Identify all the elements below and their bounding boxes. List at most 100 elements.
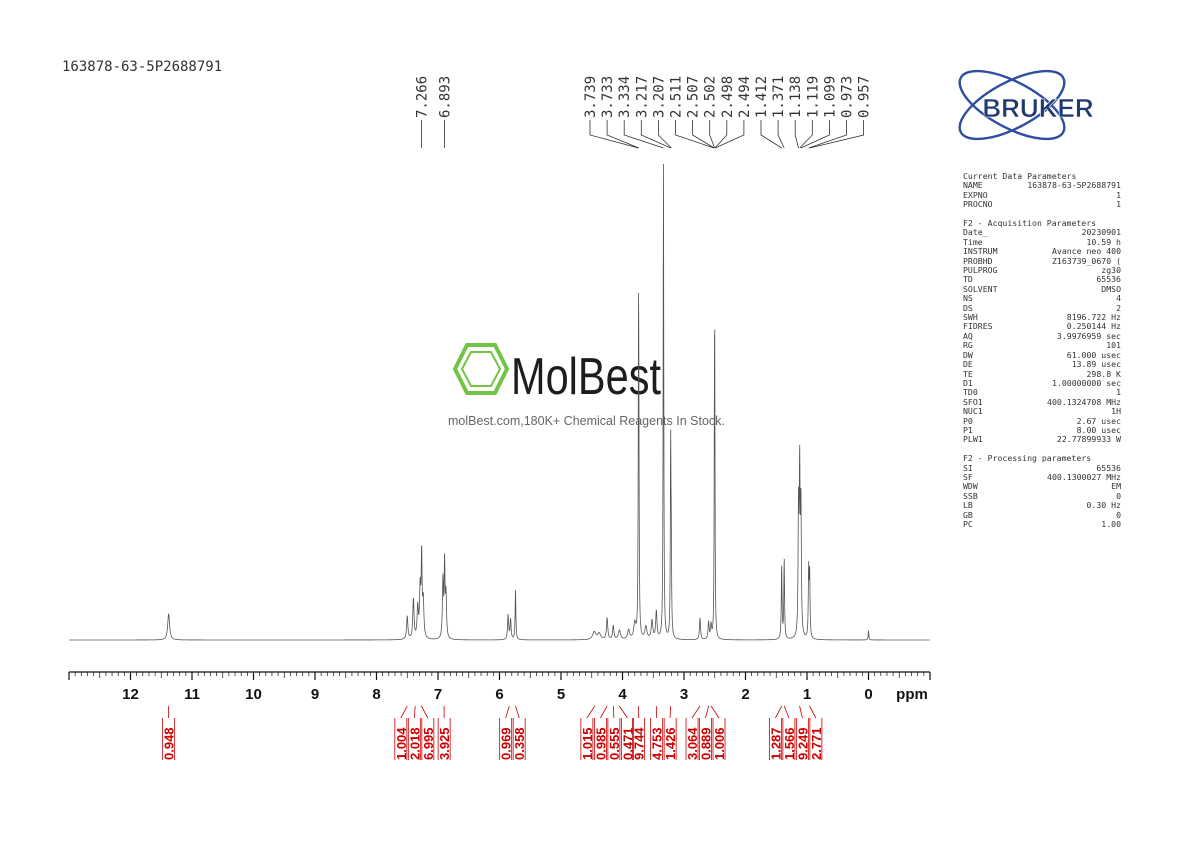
- parameter-key: TE: [963, 368, 973, 379]
- integral-value: 0.471: [620, 727, 635, 760]
- parameter-row: PROCNO 1: [963, 199, 1121, 210]
- parameter-value: 400.1324708 MHz: [1047, 396, 1121, 407]
- acquisition-parameters-panel: Current Data Parameters NAME 163878-63-5P2…: [963, 171, 1121, 529]
- parameter-row: TE 298.8 K: [963, 368, 1121, 379]
- integral-value: 3.064: [685, 727, 700, 760]
- integral-connector: [809, 705, 817, 719]
- parameter-value: 1: [1116, 199, 1121, 210]
- peak-label-connector: [809, 120, 864, 149]
- parameter-value: 10.59 h: [1086, 236, 1121, 247]
- parameter-key: DW: [963, 349, 973, 360]
- parameter-value: 20230901: [1081, 227, 1121, 238]
- integral-value: 9.249: [795, 727, 810, 760]
- peak-label-connector: [800, 120, 830, 149]
- parameter-row: PROBHD Z163739_0670 (: [963, 255, 1121, 266]
- parameter-key: PROBHD: [963, 255, 993, 266]
- axis-tick-label: 6: [495, 686, 503, 703]
- parameter-key: P0: [963, 415, 973, 426]
- parameter-value: 1: [1116, 387, 1121, 398]
- peak-label: 2.494: [737, 76, 753, 118]
- parameter-key: D1: [963, 377, 973, 388]
- integral-value: 3.925: [437, 727, 452, 760]
- parameter-key: WDW: [963, 481, 978, 492]
- peak-label-connector: [709, 120, 715, 149]
- parameter-row: WDW EM: [963, 481, 1121, 492]
- parameter-section-header: F2 - Processing parameters: [963, 453, 1121, 463]
- parameter-key: SOLVENT: [963, 283, 998, 294]
- parameter-row: Date_ 20230901: [963, 227, 1121, 238]
- peak-label-connector: [640, 120, 671, 149]
- axis-tick-label: 1: [803, 686, 811, 703]
- parameter-row: DS 2: [963, 303, 1121, 313]
- integral-connector: [505, 705, 510, 719]
- parameter-value: 101: [1106, 340, 1121, 351]
- integral-connector: [783, 705, 790, 719]
- parameter-row: SFO1 400.1324708 MHz: [963, 396, 1121, 407]
- parameter-value: 1.00: [1101, 519, 1121, 529]
- parameter-row: DW 61.000 usec: [963, 349, 1121, 360]
- parameter-row: SWH 8196.722 Hz: [963, 312, 1121, 323]
- integral-value: 0.948: [162, 727, 177, 760]
- parameter-key: AQ: [963, 330, 973, 341]
- peak-label: 6.893: [438, 76, 454, 118]
- parameter-key: EXPNO: [963, 189, 988, 200]
- peak-labels: 7.266 6.893 3.739 3.733 3.334 3.217 3.207 2.511…: [415, 76, 873, 149]
- parameter-value: 3.9976959 sec: [1056, 330, 1121, 341]
- parameter-row: DE 13.89 usec: [963, 359, 1121, 370]
- peak-label-connector: [714, 120, 728, 149]
- bruker-logo: BRUKER: [958, 69, 1094, 141]
- parameter-key: PROCNO: [963, 199, 993, 210]
- parameter-row: SOLVENT DMSO: [963, 283, 1121, 294]
- parameter-value: Z163739_0670 (: [1051, 255, 1121, 266]
- bruker-logo-text: BRUKER: [982, 93, 1093, 123]
- peak-label: 1.371: [771, 76, 787, 118]
- sample-title: 163878-63-5P2688791: [62, 59, 223, 75]
- parameter-key: SF: [963, 471, 973, 482]
- parameter-key: Time: [963, 236, 983, 247]
- integral-value: 0.555: [607, 727, 622, 760]
- peak-label-connector: [658, 120, 672, 149]
- peak-label: 0.957: [857, 76, 873, 118]
- parameter-value: 4: [1116, 293, 1121, 304]
- integral-connector: [586, 705, 596, 719]
- watermark-tagline: molBest.com,180K+ Chemical Reagents In S…: [448, 414, 725, 428]
- parameter-key: TD: [963, 274, 973, 285]
- peak-label-connector: [714, 120, 745, 149]
- parameter-key: TD0: [963, 387, 978, 398]
- peak-label-connector: [589, 120, 639, 149]
- peak-label-connector: [675, 120, 715, 149]
- parameter-row: TD 65536: [963, 274, 1121, 285]
- parameter-row: PLW1 22.77899933 W: [963, 434, 1121, 444]
- molbest-watermark: MolBest: [452, 343, 661, 406]
- parameter-key: INSTRUM: [963, 246, 998, 257]
- parameter-key: SFO1: [963, 396, 983, 407]
- parameter-row: SI 65536: [963, 463, 1121, 473]
- peak-label: 2.507: [686, 76, 702, 118]
- peak-label: 7.266: [415, 76, 431, 118]
- peak-label-connector: [606, 120, 640, 149]
- integral-value: 2.771: [809, 727, 824, 760]
- integral-value: 2.018: [407, 727, 422, 760]
- parameter-value: 298.8 K: [1086, 368, 1121, 379]
- peak-label-connector: [623, 120, 664, 149]
- axis-tick-label: 9: [311, 686, 319, 703]
- axis-tick-label: 2: [741, 686, 749, 703]
- parameter-key: Current Data Parameters: [963, 171, 1077, 181]
- parameter-row: Time 10.59 h: [963, 236, 1121, 247]
- parameter-section-header: F2 - Acquisition Parameters: [963, 218, 1121, 229]
- parameter-key: DE: [963, 359, 973, 370]
- peak-label-connector: [692, 120, 715, 149]
- parameter-section-header: Current Data Parameters: [963, 171, 1121, 181]
- peak-label: 1.099: [822, 76, 838, 118]
- parameter-key: SWH: [963, 312, 978, 323]
- peak-label: 3.207: [651, 76, 667, 118]
- integral-connector: [600, 705, 608, 719]
- parameter-row: P1 8.00 usec: [963, 424, 1121, 435]
- parameter-key: PC: [963, 519, 973, 529]
- parameter-value: Avance neo 400: [1051, 246, 1121, 257]
- benzene-ring-icon: [452, 343, 510, 395]
- parameter-key: F2 - Acquisition Parameters: [963, 218, 1097, 229]
- integral-connector: [619, 705, 628, 719]
- parameter-key: P1: [963, 424, 973, 435]
- parameter-key: GB: [963, 509, 973, 520]
